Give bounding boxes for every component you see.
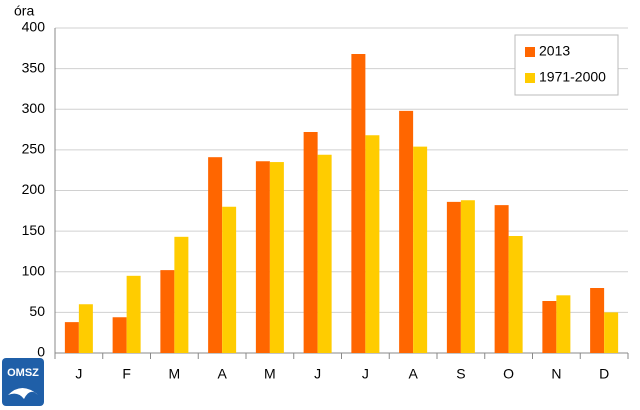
y-tick-label: 0	[37, 344, 45, 360]
y-tick-label: 350	[22, 59, 46, 75]
x-tick-label: M	[169, 366, 181, 382]
bar	[208, 157, 223, 353]
x-tick-label: A	[408, 366, 418, 382]
x-tick-label: J	[362, 366, 369, 382]
bar	[269, 162, 284, 353]
bar	[556, 295, 571, 353]
y-tick-label: 400	[22, 19, 46, 35]
bar	[399, 110, 414, 353]
bar	[255, 161, 270, 353]
x-tick-label: O	[503, 366, 514, 382]
y-tick-label: 300	[22, 100, 46, 116]
logo: OMSZ	[2, 358, 44, 406]
bar	[413, 146, 428, 353]
bar	[126, 275, 141, 353]
bar	[78, 304, 93, 353]
y-tick-label: 200	[22, 181, 46, 197]
bar	[64, 322, 79, 353]
bar	[174, 236, 189, 353]
bar	[494, 205, 509, 353]
bar	[351, 54, 366, 353]
legend-swatch	[525, 47, 535, 57]
legend-label: 1971-2000	[539, 69, 606, 85]
x-tick-label: D	[599, 366, 609, 382]
bar	[508, 236, 523, 353]
logo-text: OMSZ	[7, 367, 39, 379]
bar	[590, 288, 605, 353]
bar	[446, 201, 461, 353]
y-axis-label: óra	[14, 3, 34, 19]
legend-label: 2013	[539, 43, 570, 59]
logo-badge	[2, 358, 44, 406]
x-tick-label: S	[456, 366, 465, 382]
x-tick-label: J	[314, 366, 321, 382]
bar	[542, 301, 557, 353]
y-tick-label: 250	[22, 141, 46, 157]
x-tick-label: J	[75, 366, 82, 382]
x-tick-label: A	[217, 366, 227, 382]
bar	[160, 270, 175, 353]
y-tick-label: 100	[22, 262, 46, 278]
legend-box	[514, 34, 619, 96]
bar	[222, 206, 237, 353]
bar	[317, 154, 332, 353]
y-tick-label: 150	[22, 222, 46, 238]
y-tick-label: 50	[29, 303, 45, 319]
legend-swatch	[525, 73, 535, 83]
logo-wave	[8, 388, 38, 399]
bar	[460, 200, 475, 353]
bar	[365, 135, 380, 353]
bar	[112, 317, 127, 353]
x-tick-label: F	[122, 366, 131, 382]
bar	[604, 312, 619, 353]
x-tick-label: N	[551, 366, 561, 382]
bar	[303, 132, 318, 353]
x-tick-label: M	[264, 366, 276, 382]
